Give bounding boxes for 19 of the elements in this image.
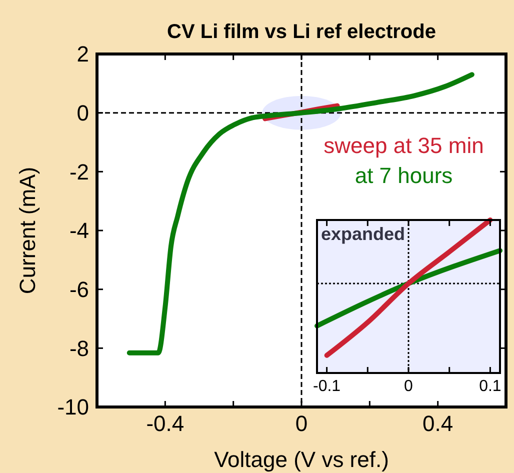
y-tick-label: -10 [57,394,89,420]
y-tick-label: -6 [69,277,89,302]
x-tick-label: -0.1 [313,378,341,395]
x-tick-label: 0 [295,411,308,436]
chart-title: CV Li film vs Li ref electrode [167,21,436,43]
x-axis-title: Voltage (V vs ref.) [214,447,389,472]
y-tick-label: -2 [69,159,89,184]
y-tick-label: -8 [69,336,89,361]
x-tick-label: 0 [404,378,414,395]
series-label: sweep at 35 min [324,132,484,158]
y-tick-label: 0 [76,100,89,126]
y-axis-title: Current (mA) [15,166,40,294]
x-tick-label: -0.4 [146,411,184,436]
x-tick-label: 0.1 [479,378,502,395]
x-tick-label: 0.4 [422,411,454,436]
text: at 7 hours [354,162,453,188]
y-tick-label: 2 [76,42,89,67]
chart-title: expanded [321,224,406,244]
y-tick-label: -4 [69,218,89,244]
